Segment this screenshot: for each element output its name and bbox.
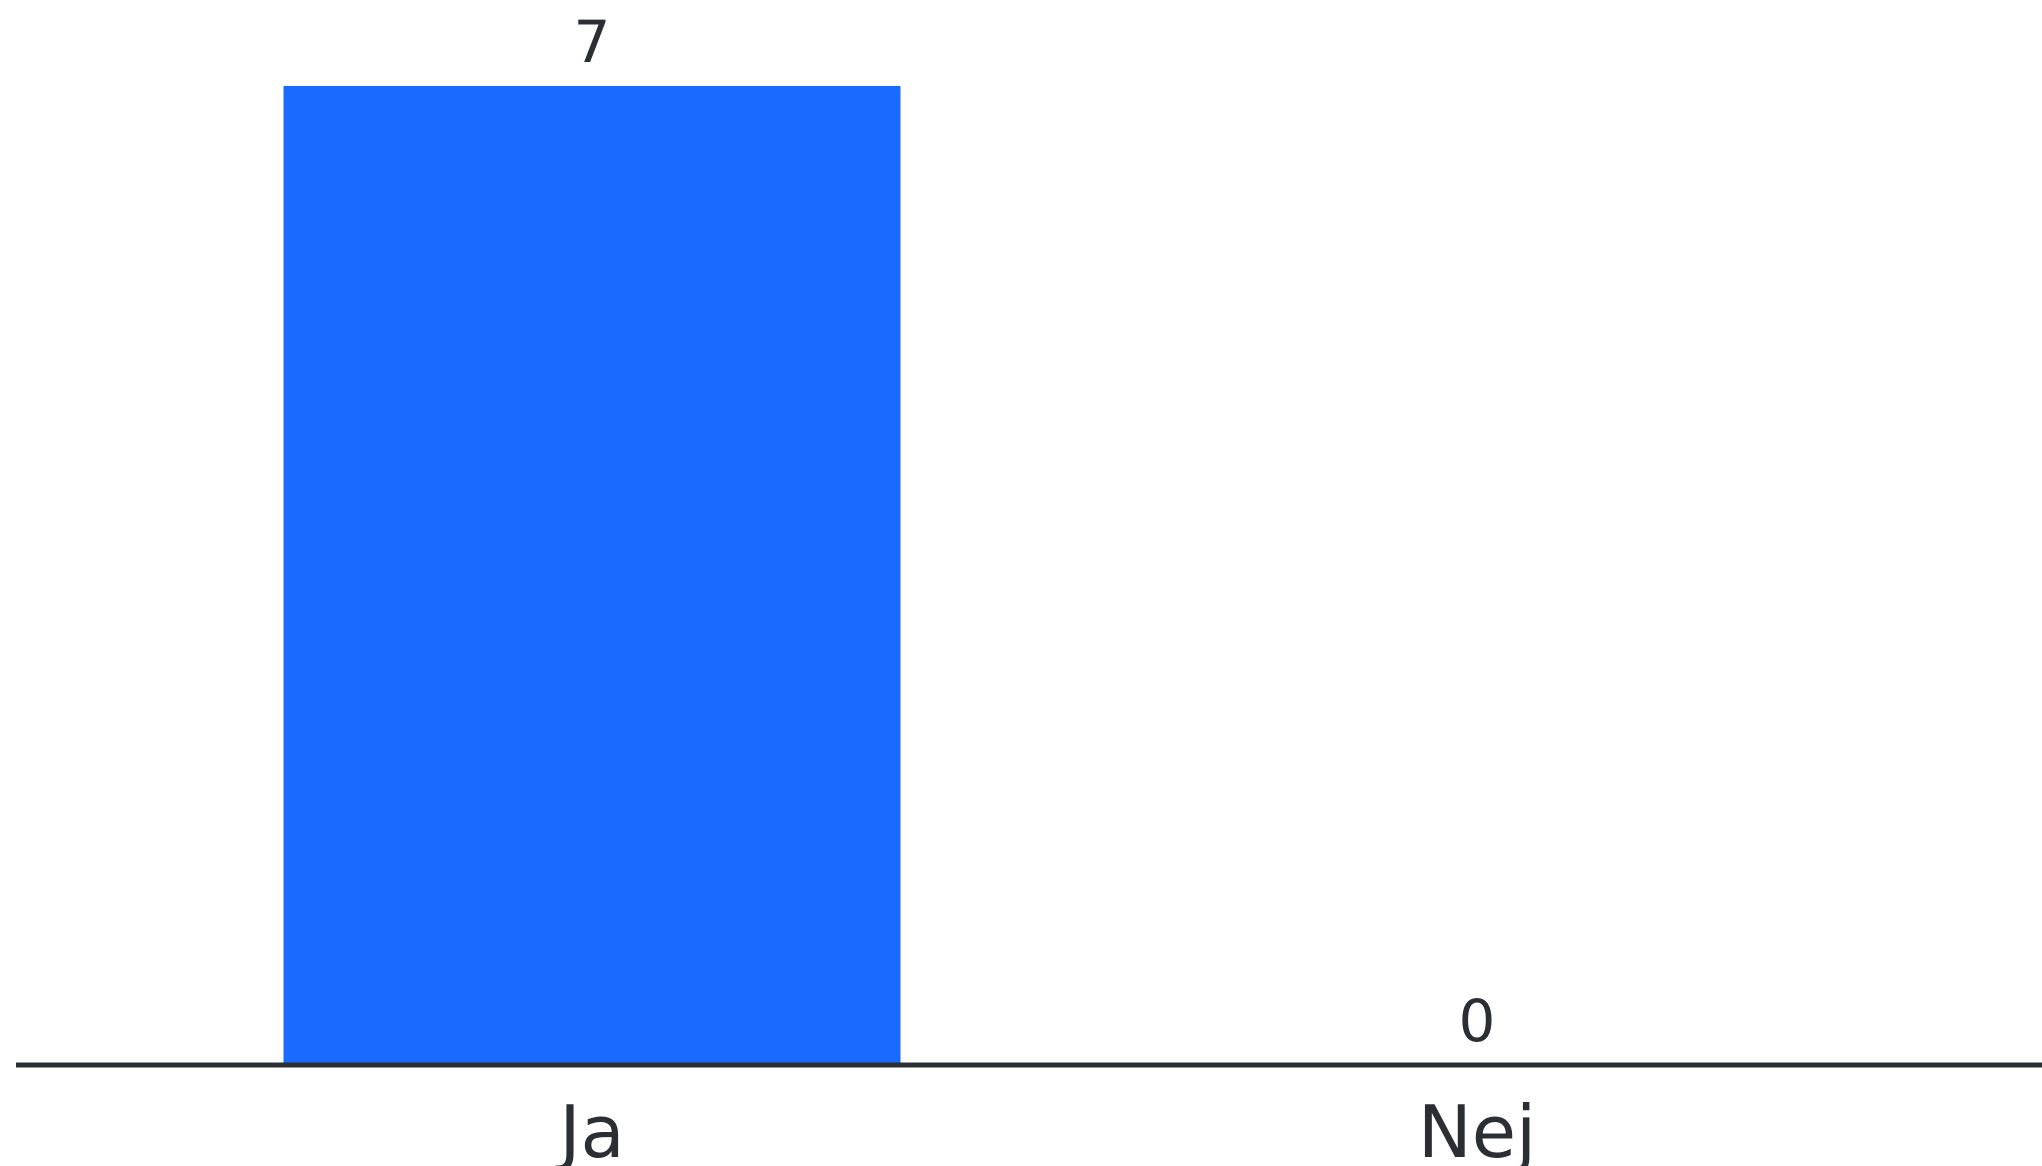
bar-ja (283, 86, 901, 1065)
value-labels-group: 70 (574, 8, 1496, 1055)
bars-group (283, 86, 901, 1065)
value-label-nej: 0 (1459, 987, 1496, 1055)
x-tick-labels-group: Ja Nej (555, 1090, 1536, 1166)
x-tick-label-nej: Nej (1418, 1090, 1536, 1166)
value-label-ja: 7 (574, 8, 611, 76)
x-tick-label-ja: Ja (555, 1090, 624, 1166)
